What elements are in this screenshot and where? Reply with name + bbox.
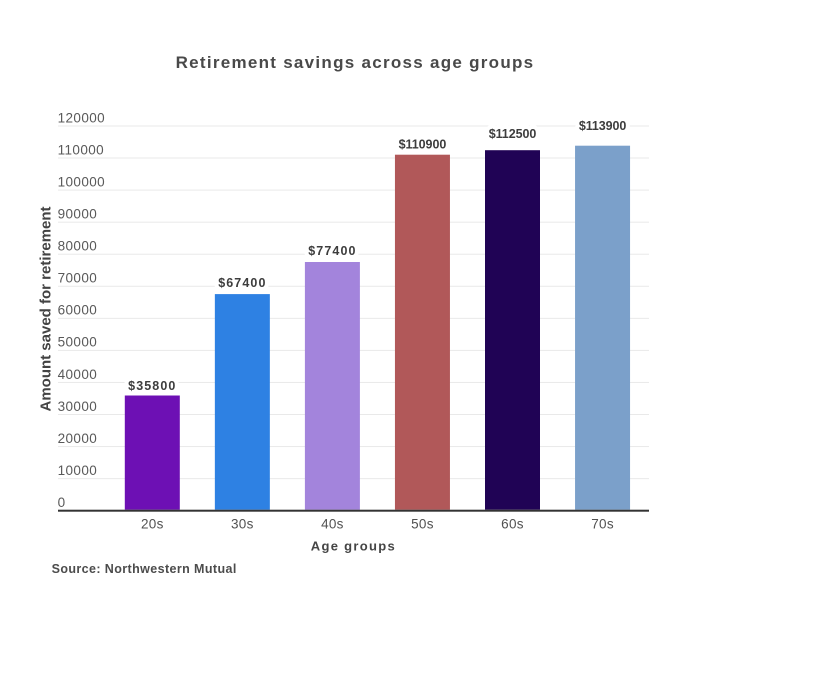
svg-text:20000: 20000 bbox=[58, 431, 98, 446]
svg-text:$113900: $113900 bbox=[579, 119, 626, 133]
svg-text:120000: 120000 bbox=[58, 110, 105, 125]
svg-text:20s: 20s bbox=[141, 516, 164, 531]
svg-text:100000: 100000 bbox=[58, 174, 105, 189]
svg-text:$67400: $67400 bbox=[218, 276, 266, 290]
svg-text:60s: 60s bbox=[501, 516, 524, 531]
svg-text:110000: 110000 bbox=[58, 142, 104, 157]
svg-text:$35800: $35800 bbox=[128, 379, 176, 393]
svg-text:40s: 40s bbox=[321, 516, 344, 531]
svg-text:70000: 70000 bbox=[58, 271, 98, 286]
svg-text:Source: Northwestern Mutual: Source: Northwestern Mutual bbox=[52, 562, 237, 576]
svg-text:Amount saved for retirement: Amount saved for retirement bbox=[38, 206, 55, 411]
svg-text:$112500: $112500 bbox=[489, 127, 537, 141]
svg-text:10000: 10000 bbox=[58, 463, 98, 478]
svg-text:Age groups: Age groups bbox=[311, 538, 396, 553]
svg-text:40000: 40000 bbox=[58, 367, 98, 382]
svg-text:30000: 30000 bbox=[58, 399, 98, 414]
svg-text:Retirement savings across age: Retirement savings across age groups bbox=[176, 53, 535, 72]
svg-text:$77400: $77400 bbox=[308, 244, 356, 258]
svg-text:50s: 50s bbox=[411, 516, 434, 531]
svg-text:$110900: $110900 bbox=[399, 137, 447, 151]
svg-text:60000: 60000 bbox=[58, 303, 98, 318]
svg-text:90000: 90000 bbox=[58, 206, 98, 221]
svg-text:0: 0 bbox=[58, 495, 66, 510]
svg-text:70s: 70s bbox=[591, 516, 614, 531]
svg-text:30s: 30s bbox=[231, 516, 254, 531]
svg-text:80000: 80000 bbox=[58, 239, 98, 254]
svg-text:50000: 50000 bbox=[58, 335, 98, 350]
